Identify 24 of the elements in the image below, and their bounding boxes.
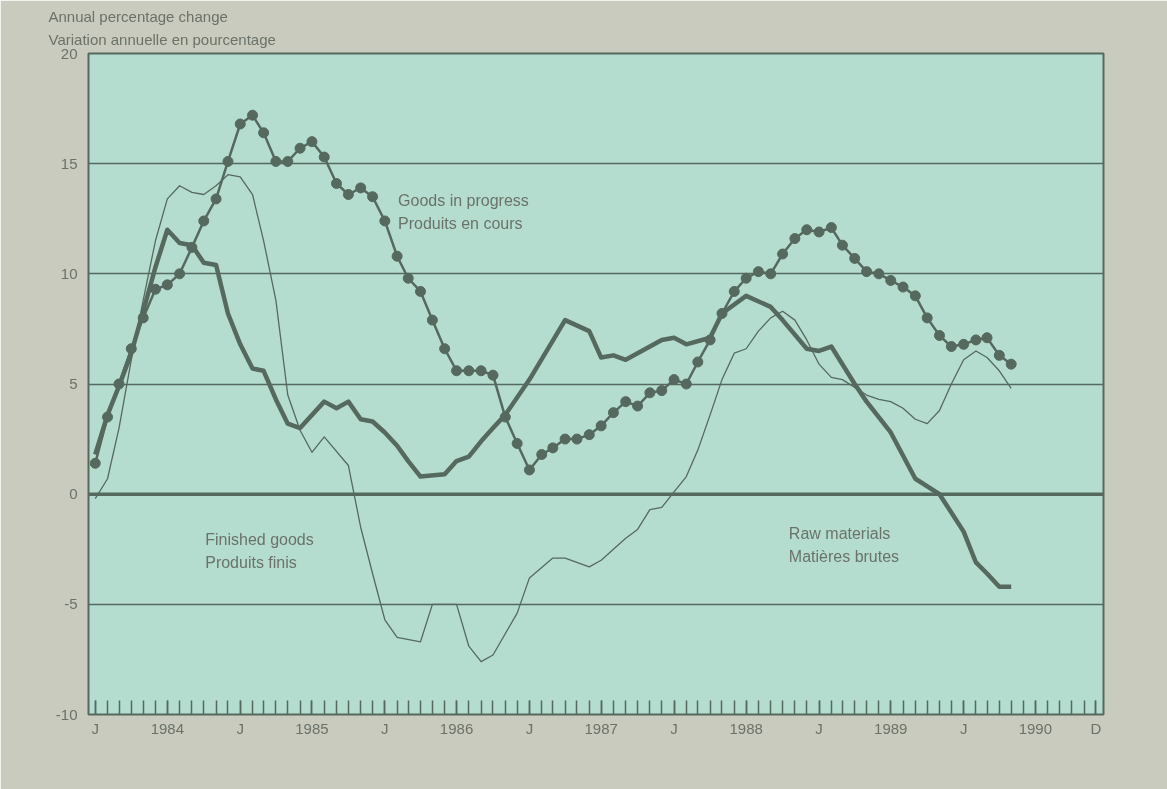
annotation: Raw materials Matières brutes xyxy=(788,524,900,565)
y-tick-label: 15 xyxy=(60,154,78,172)
y-tick-label: 5 xyxy=(69,375,78,392)
x-tick-label: J xyxy=(959,719,968,737)
x-tick-label: D xyxy=(1090,719,1102,737)
y-tick-label: -5 xyxy=(64,595,78,613)
y-tick-label: 10 xyxy=(60,264,78,282)
x-tick-label: 1990 xyxy=(1018,719,1053,737)
x-tick-label: 1984 xyxy=(150,719,185,737)
x-tick-label: 1989 xyxy=(874,719,908,737)
x-tick-label: J xyxy=(670,719,678,737)
x-tick-label: J xyxy=(91,719,99,737)
x-tick-label: J xyxy=(381,719,389,737)
x-tick-label: J xyxy=(815,719,823,737)
y-tick-label: 0 xyxy=(69,485,78,503)
x-tick-label: 1987 xyxy=(584,719,618,737)
x-tick-label: J xyxy=(236,719,244,737)
y-tick-label: -10 xyxy=(55,705,78,723)
x-tick-label: 1985 xyxy=(295,719,329,737)
annotation: Goods in progress Produits en cours xyxy=(398,192,529,233)
x-tick-label: 1988 xyxy=(729,719,763,737)
x-tick-label: 1986 xyxy=(439,719,474,737)
x-tick-label: J xyxy=(525,719,534,737)
annotation: Finished goods Produits finis xyxy=(205,530,314,571)
